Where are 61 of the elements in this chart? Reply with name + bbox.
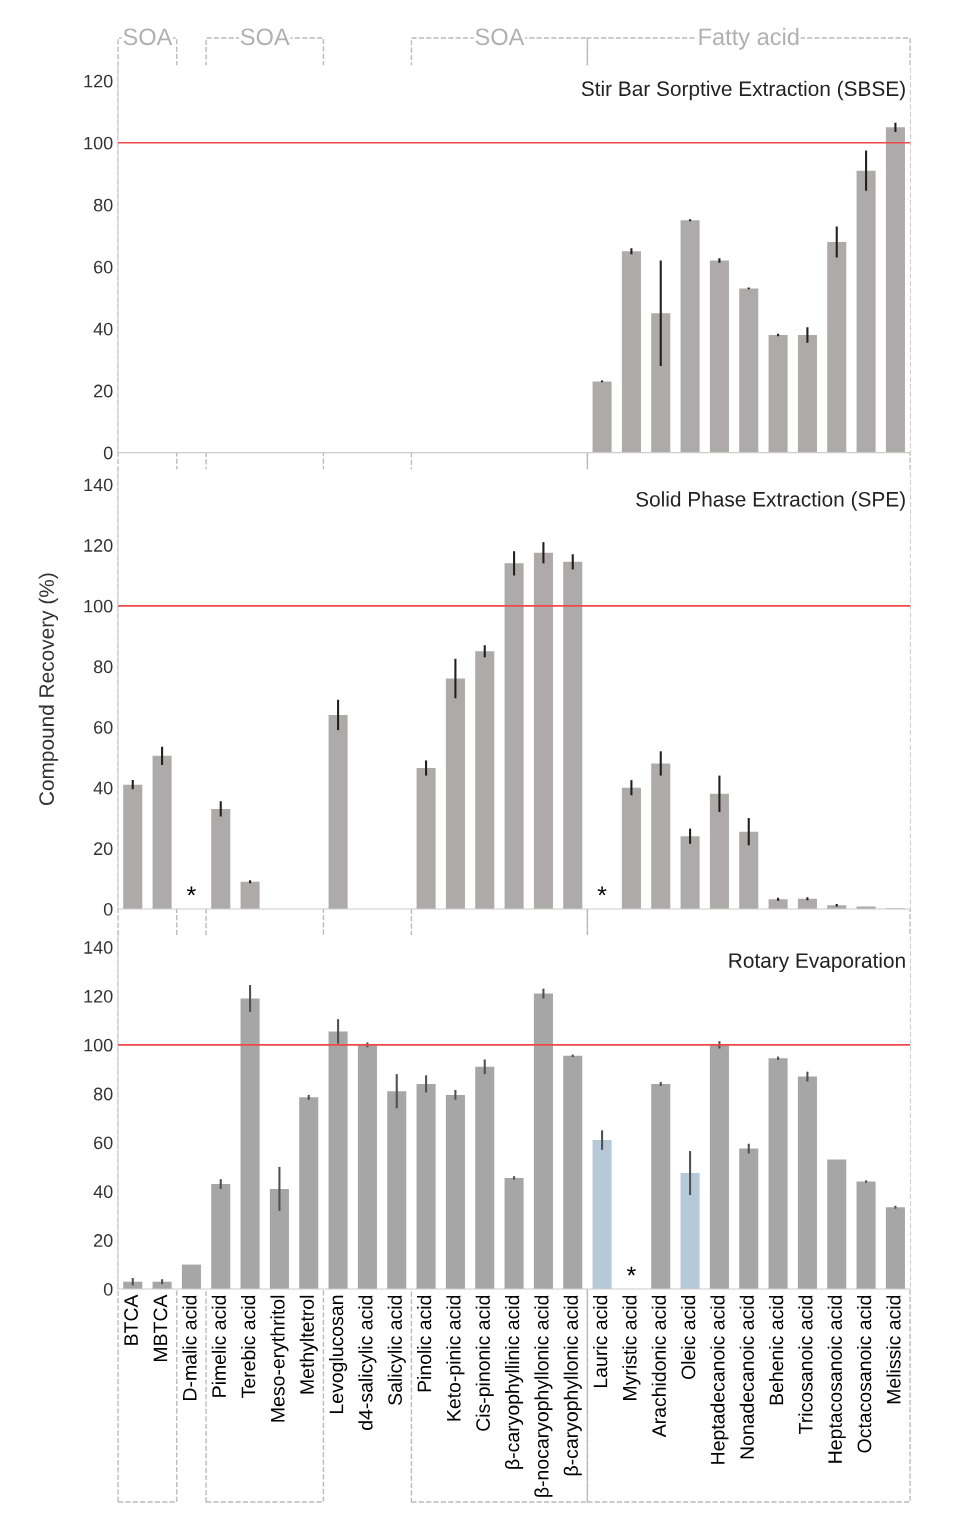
x-tick-label: Melissic acid — [886, 1295, 901, 1404]
x-tick-label: Keto-pinic acid — [446, 1295, 465, 1421]
y-tick-label: 140 — [84, 478, 113, 492]
y-tick-label: 40 — [93, 322, 113, 336]
x-tick-label: β-caryophyllonic acid — [563, 1295, 582, 1476]
x-tick-label: Levoglucosan — [329, 1295, 348, 1413]
x-tick-label: d4-salicylic acid — [358, 1295, 377, 1430]
text: SOA — [123, 28, 173, 46]
annotation: * — [597, 886, 607, 896]
y-axis-title: Compound Recovery (%) — [38, 573, 59, 806]
y-tick-label: 20 — [94, 384, 113, 398]
y-tick-label: 0 — [103, 446, 113, 460]
y-tick-label: 60 — [94, 721, 113, 734]
x-tick-label: Heptadecanoic acid — [710, 1295, 729, 1464]
y-tick-label: 0 — [103, 1282, 113, 1296]
annotation: * — [186, 886, 196, 896]
x-tick-label: Tricosanoic acid — [798, 1295, 813, 1434]
text: Solid Phase Extraction (SPE) — [636, 491, 905, 511]
x-tick-label: Nonadecanoic acid — [739, 1295, 754, 1459]
x-tick-label: MBTCA — [153, 1294, 168, 1362]
y-tick-label: 40 — [93, 1185, 113, 1199]
x-tick-label: β-caryophyllinic acid — [505, 1295, 524, 1469]
x-tick-label: Myristic acid — [622, 1295, 641, 1400]
text: Fatty acid — [699, 27, 799, 50]
x-tick-label: Octacosanoic acid — [857, 1295, 872, 1453]
x-tick-label: Pinolic acid — [417, 1295, 432, 1392]
y-tick-label: 20 — [94, 842, 113, 856]
x-tick-label: Heptacosanoic acid — [827, 1295, 846, 1463]
x-tick-label: β-nocaryophyllonic acid — [534, 1295, 553, 1497]
y-tick-label: 120 — [84, 539, 113, 552]
x-tick-label: Lauric acid — [593, 1295, 608, 1388]
y-tick-label: 80 — [93, 198, 113, 212]
y-tick-label: 100 — [84, 1038, 113, 1052]
text: Rotary Evaporation — [729, 952, 905, 973]
x-tick-label: Salicylic acid — [387, 1295, 406, 1405]
y-tick-label: 40 — [93, 781, 113, 795]
x-tick-label: Cis-pinonic acid — [475, 1295, 494, 1431]
x-tick-label: Methyltetrol — [299, 1295, 318, 1394]
x-tick-label: Behenic acid — [769, 1295, 784, 1405]
annotation: * — [626, 1266, 636, 1276]
y-tick-label: 60 — [94, 1136, 113, 1150]
y-tick-label: 80 — [93, 660, 113, 674]
y-tick-label: 120 — [84, 74, 113, 88]
x-tick-label: Meso-erythritol — [270, 1295, 289, 1422]
y-tick-label: 0 — [103, 902, 113, 916]
y-tick-label: 80 — [93, 1087, 113, 1101]
y-tick-label: 100 — [84, 599, 113, 613]
y-tick-label: 120 — [84, 989, 113, 1003]
x-tick-label: Terebic acid — [241, 1295, 256, 1398]
text: SOA — [240, 28, 290, 46]
x-tick-label: BTCA — [124, 1294, 138, 1345]
x-tick-label: Pimelic acid — [211, 1295, 226, 1397]
text: SOA — [475, 28, 525, 46]
x-tick-label: D-malic acid — [182, 1295, 197, 1400]
x-tick-label: Oleic acid — [681, 1295, 696, 1380]
y-tick-label: 100 — [84, 136, 113, 150]
x-tick-label: Arachidonic acid — [651, 1295, 666, 1438]
y-tick-label: 20 — [94, 1234, 113, 1247]
y-tick-label: 140 — [84, 941, 113, 954]
text: Stir Bar Sorptive Extraction (SBSE) — [581, 80, 905, 101]
y-tick-label: 60 — [94, 260, 113, 274]
